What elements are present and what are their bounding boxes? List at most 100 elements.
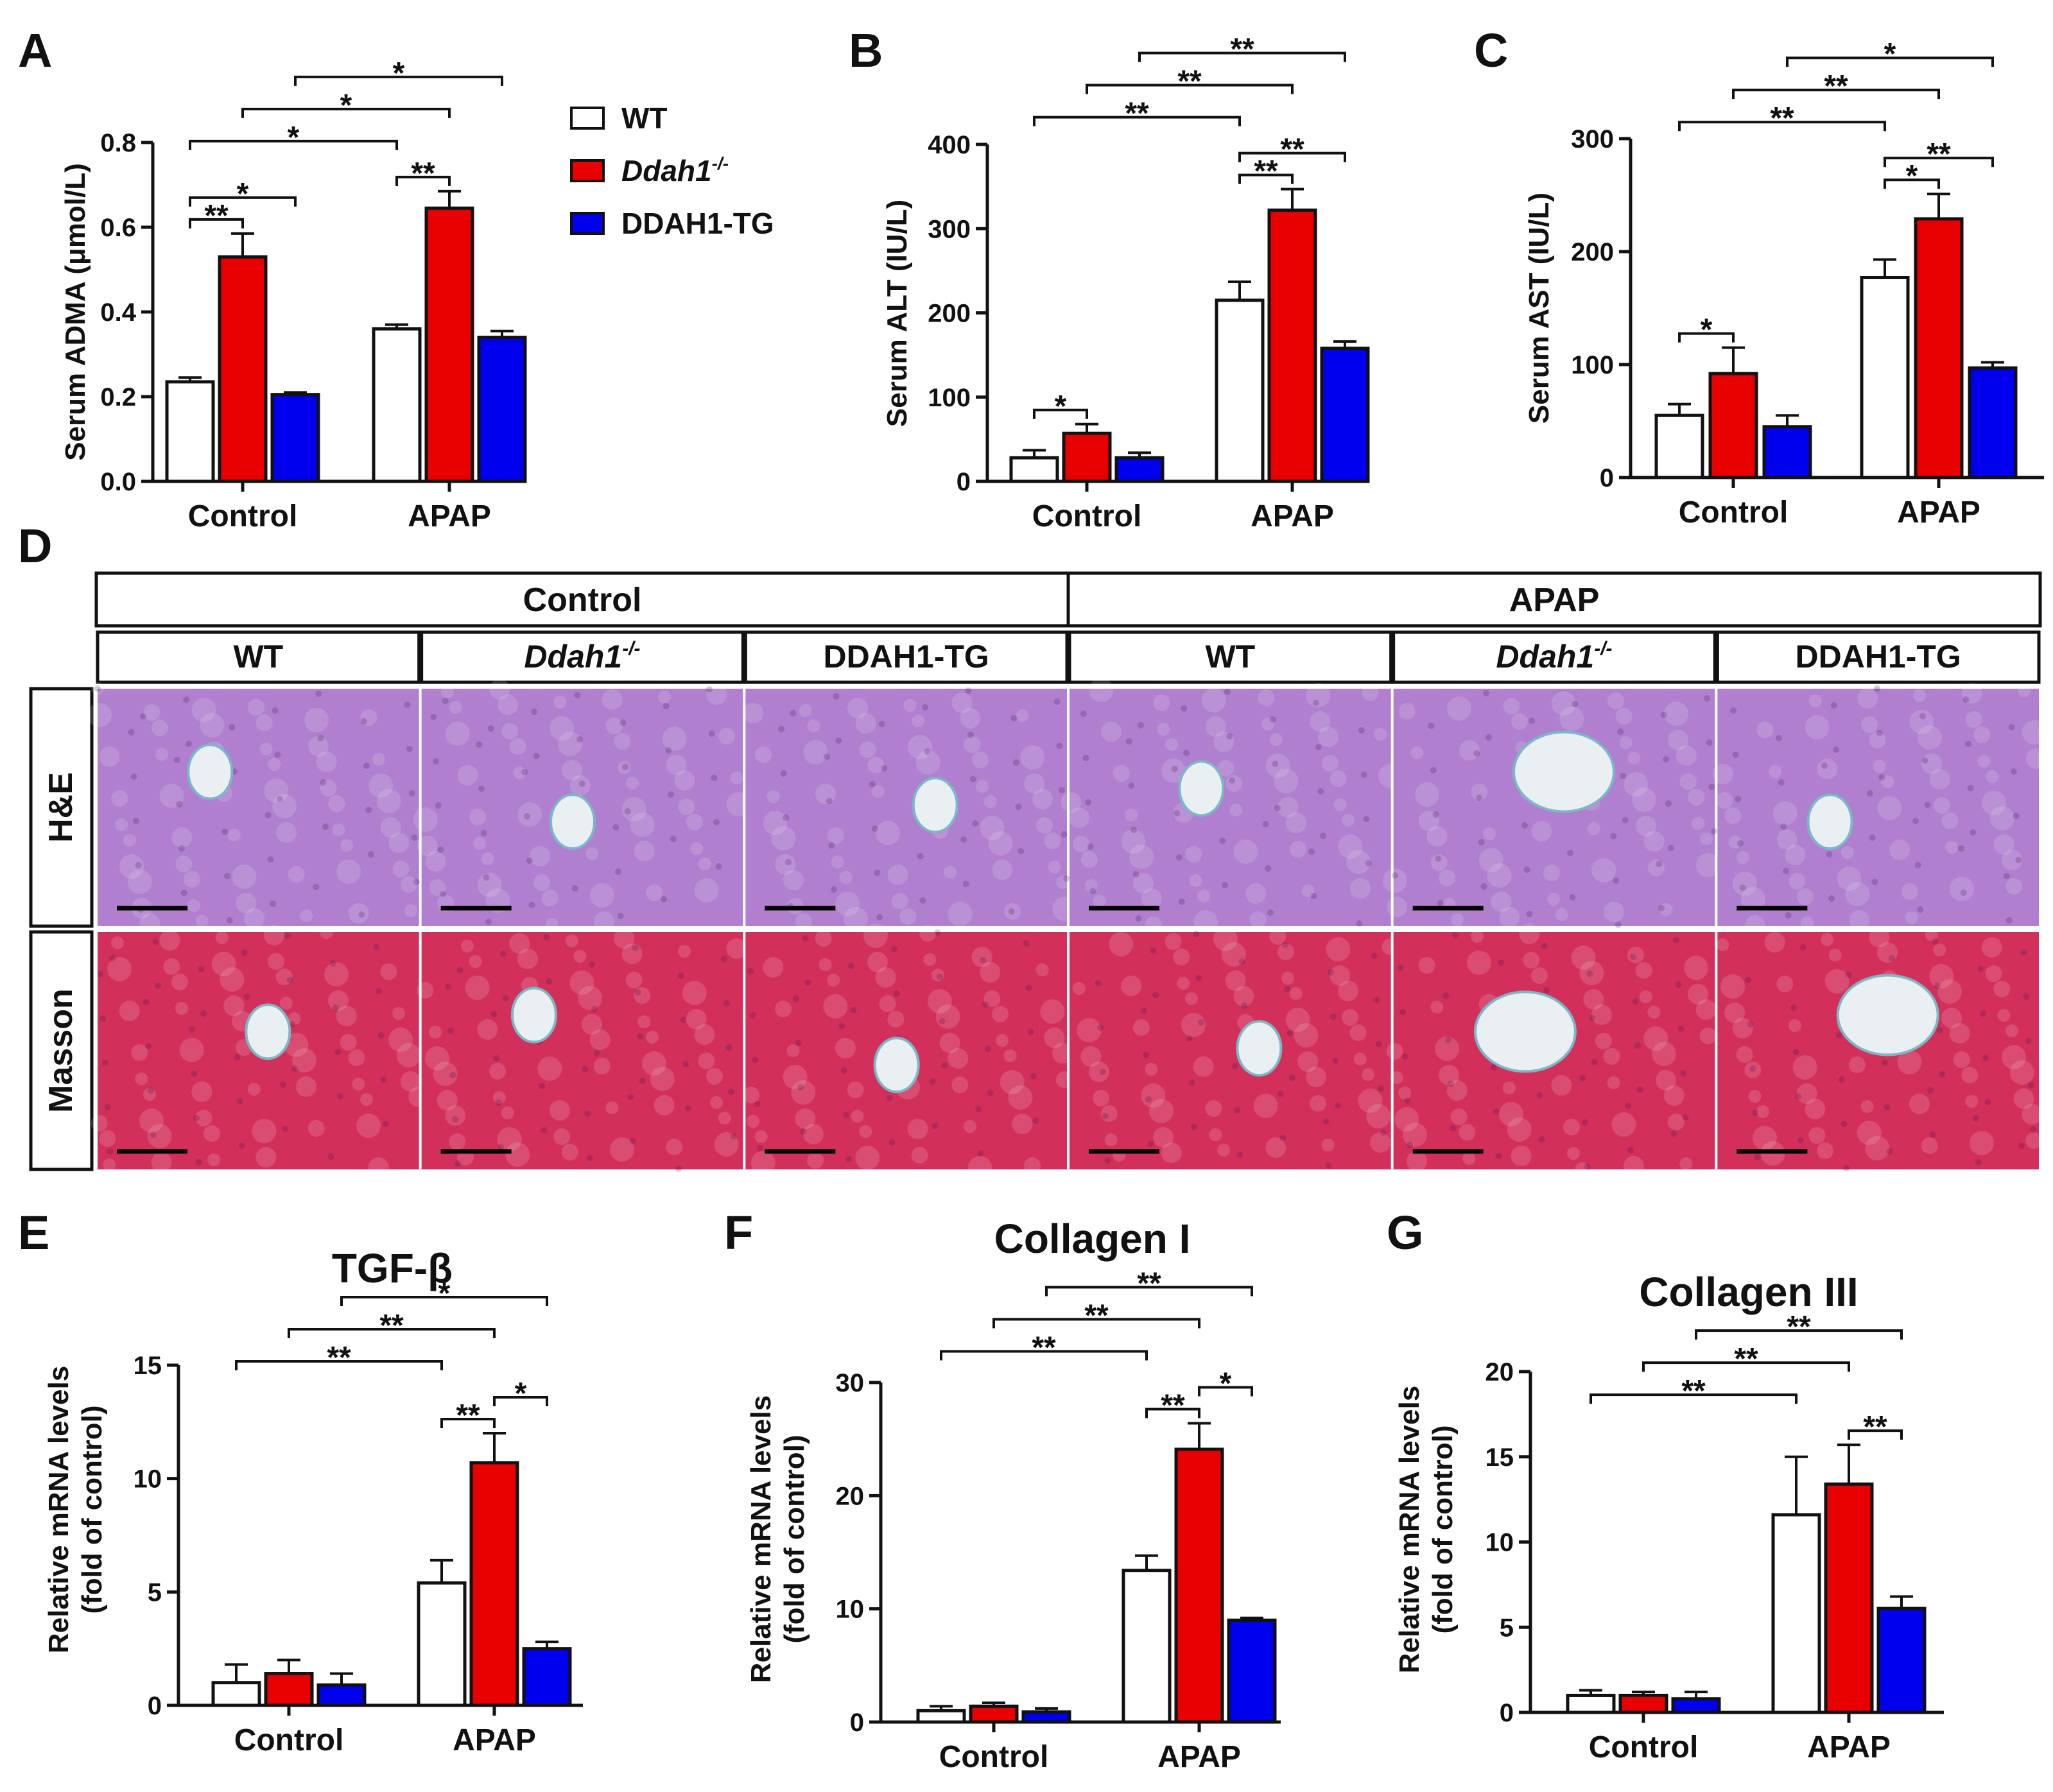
cell-texture xyxy=(1897,1050,1922,1074)
nucleus-texture xyxy=(622,764,628,770)
cell-texture xyxy=(1950,877,1974,901)
y-axis-label: (fold of control) xyxy=(779,1434,810,1643)
significance-bracket xyxy=(189,218,244,228)
cell-texture xyxy=(388,1028,413,1052)
nucleus-texture xyxy=(404,702,411,708)
nucleus-texture xyxy=(1737,840,1744,847)
cell-texture xyxy=(1567,1147,1580,1160)
cell-texture xyxy=(983,795,997,808)
significance-label: * xyxy=(1906,159,1918,193)
nucleus-texture xyxy=(661,896,667,902)
cell-texture xyxy=(1024,1157,1041,1174)
nucleus-texture xyxy=(1927,1087,1934,1094)
cell-texture xyxy=(264,779,289,803)
cell-texture xyxy=(1467,951,1491,975)
nucleus-texture xyxy=(1097,1024,1104,1031)
cell-texture xyxy=(259,743,273,755)
cell-texture xyxy=(1286,813,1306,833)
cell-texture xyxy=(1439,870,1456,886)
cell-texture xyxy=(714,1132,739,1157)
nucleus-texture xyxy=(684,1105,691,1112)
cell-texture xyxy=(602,689,623,710)
cell-texture xyxy=(988,831,1013,856)
cell-texture xyxy=(1805,1099,1826,1119)
nucleus-texture xyxy=(221,829,229,835)
cell-texture xyxy=(545,918,559,931)
significance-label: ** xyxy=(1254,155,1278,189)
cell-texture xyxy=(980,816,1005,840)
cell-texture xyxy=(1720,974,1745,999)
cell-texture xyxy=(1808,694,1822,707)
cell-texture xyxy=(1285,1008,1310,1032)
nucleus-texture xyxy=(1586,970,1593,977)
nucleus-texture xyxy=(1780,823,1787,830)
bar xyxy=(1914,217,1964,479)
bar xyxy=(469,1461,519,1707)
nucleus-texture xyxy=(804,979,811,986)
cell-texture xyxy=(1370,1132,1390,1153)
nucleus-texture xyxy=(178,845,185,852)
nucleus-texture xyxy=(1269,716,1276,723)
nucleus-texture xyxy=(1799,944,1806,951)
y-tick-label: 200 xyxy=(1571,238,1614,266)
cell-texture xyxy=(795,1108,816,1129)
cell-texture xyxy=(2022,1104,2043,1124)
significance-bracket xyxy=(1145,1408,1200,1418)
nucleus-texture xyxy=(195,1159,202,1166)
cell-texture xyxy=(1133,873,1154,893)
y-tick-label: 20 xyxy=(836,1482,865,1510)
y-axis-label: Serum ALT (IU/L) xyxy=(881,200,913,427)
significance-label: ** xyxy=(1770,101,1794,135)
cell-texture xyxy=(1679,773,1697,790)
nucleus-texture xyxy=(1095,980,1102,986)
nucleus-texture xyxy=(1401,1053,1408,1060)
cell-texture xyxy=(654,1095,675,1116)
cell-texture xyxy=(823,994,848,1019)
nucleus-texture xyxy=(1843,1165,1849,1171)
nucleus-texture xyxy=(1140,1008,1147,1014)
nucleus-texture xyxy=(785,859,792,865)
cell-texture xyxy=(1185,846,1202,863)
nucleus-texture xyxy=(330,960,336,967)
cell-texture xyxy=(1439,1065,1459,1085)
cell-texture xyxy=(449,1133,466,1150)
nucleus-texture xyxy=(1013,759,1019,766)
nucleus-texture xyxy=(1538,1136,1545,1142)
cell-texture xyxy=(1724,807,1742,824)
significance-label: ** xyxy=(411,157,435,191)
cell-texture xyxy=(187,899,200,912)
cell-texture xyxy=(1181,1013,1206,1037)
nucleus-texture xyxy=(1965,741,1971,747)
cell-texture xyxy=(686,1009,707,1030)
nucleus-texture xyxy=(670,836,677,842)
y-tick-label: 15 xyxy=(1486,1443,1514,1472)
cell-texture xyxy=(1977,755,1991,768)
y-tick-label: 0.6 xyxy=(100,214,136,242)
cell-texture xyxy=(1659,903,1673,916)
cell-texture xyxy=(272,794,297,818)
cell-texture xyxy=(1591,1004,1612,1025)
group-label: Ddah1-/- xyxy=(524,638,640,675)
nucleus-texture xyxy=(2015,857,2022,863)
cell-texture xyxy=(1785,845,1806,865)
nucleus-texture xyxy=(1087,843,1094,850)
panel-letter-e: E xyxy=(18,1206,49,1259)
cell-texture xyxy=(964,1120,976,1133)
nucleus-texture xyxy=(708,730,715,737)
cell-texture xyxy=(1769,765,1781,778)
nucleus-texture xyxy=(730,1133,737,1139)
nucleus-texture xyxy=(1380,1130,1387,1136)
nucleus-texture xyxy=(487,725,494,732)
cell-texture xyxy=(1523,952,1540,969)
nucleus-texture xyxy=(1397,965,1404,971)
y-tick-label: 5 xyxy=(148,1578,162,1607)
cell-texture xyxy=(944,866,957,879)
cell-texture xyxy=(1418,957,1435,974)
bar xyxy=(1671,1697,1721,1714)
cell-texture xyxy=(308,1120,325,1137)
nucleus-texture xyxy=(200,1010,207,1017)
cell-texture xyxy=(710,1096,723,1109)
cell-texture xyxy=(256,714,273,731)
nucleus-texture xyxy=(886,1095,893,1101)
legend-label: WT xyxy=(621,101,668,135)
